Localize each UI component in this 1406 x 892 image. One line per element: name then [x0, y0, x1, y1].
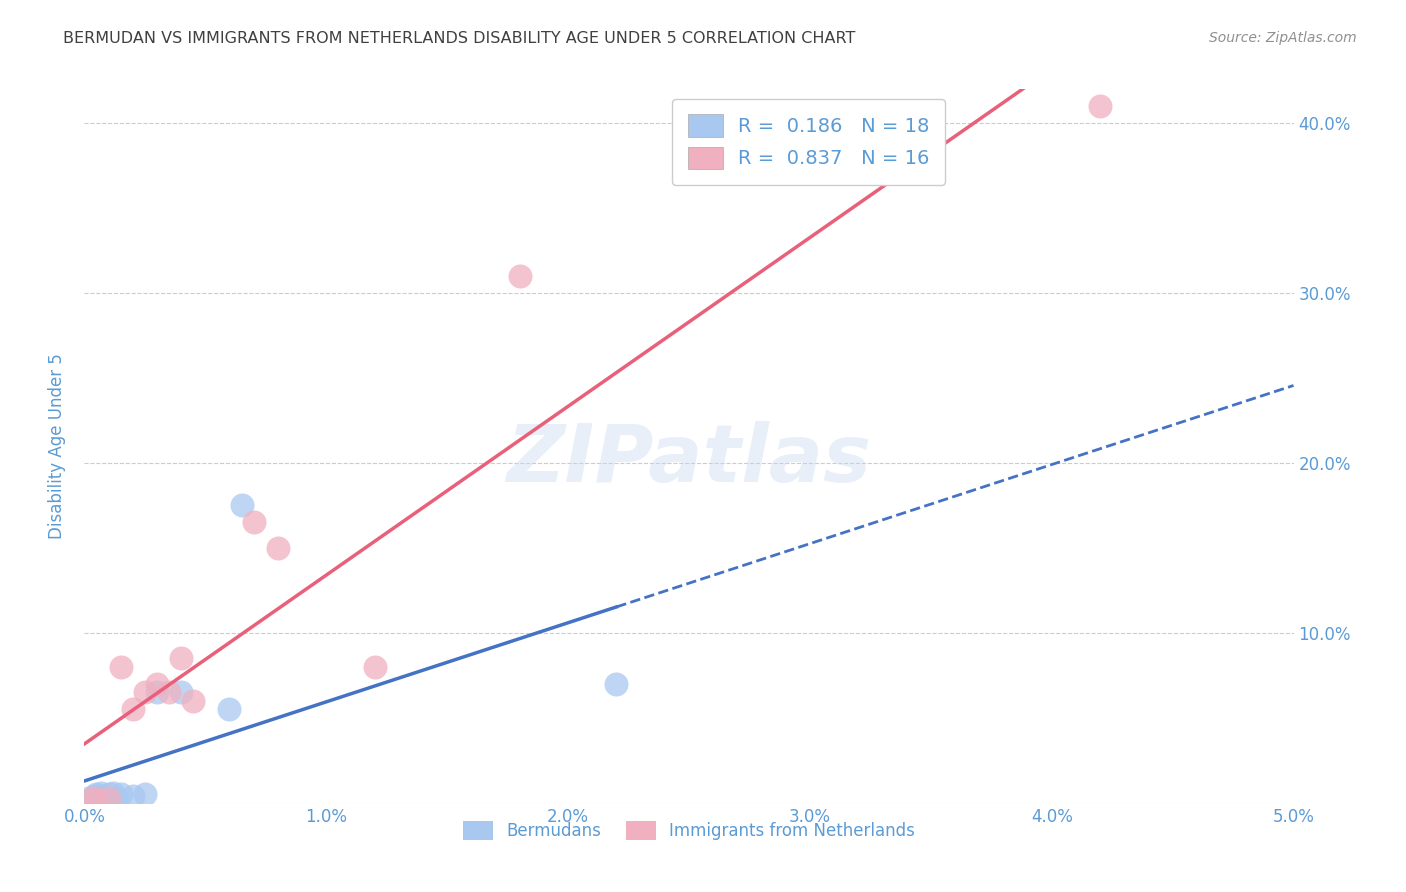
Text: ZIPatlas: ZIPatlas [506, 421, 872, 500]
Point [218, 702, 240, 716]
Point [103, 786, 125, 800]
Point [231, 499, 253, 513]
Point [363, 660, 385, 674]
Point [146, 677, 169, 691]
Point [134, 787, 156, 801]
Point [605, 677, 627, 691]
Point [267, 541, 290, 555]
Point [146, 685, 169, 699]
Point [97, 787, 120, 801]
Point [134, 685, 156, 699]
Point [86, 792, 108, 806]
Point [110, 787, 132, 801]
Point [80, 792, 103, 806]
Legend: Bermudans, Immigrants from Netherlands: Bermudans, Immigrants from Netherlands [451, 809, 927, 852]
Point [509, 269, 531, 284]
Point [110, 660, 132, 674]
Point [87, 790, 110, 805]
Point [121, 789, 143, 803]
Point [170, 685, 193, 699]
Point [157, 685, 180, 699]
Point [93, 789, 115, 803]
Point [97, 790, 120, 805]
Text: Source: ZipAtlas.com: Source: ZipAtlas.com [1209, 31, 1357, 45]
Point [242, 516, 264, 530]
Point [1088, 99, 1111, 113]
Y-axis label: Disability Age Under 5: Disability Age Under 5 [48, 353, 66, 539]
Point [104, 790, 127, 805]
Point [77, 790, 100, 805]
Point [90, 786, 112, 800]
Point [121, 702, 143, 716]
Point [872, 167, 894, 181]
Point [86, 787, 108, 801]
Point [80, 790, 103, 805]
Point [181, 694, 204, 708]
Text: BERMUDAN VS IMMIGRANTS FROM NETHERLANDS DISABILITY AGE UNDER 5 CORRELATION CHART: BERMUDAN VS IMMIGRANTS FROM NETHERLANDS … [63, 31, 856, 46]
Point [170, 651, 193, 665]
Point [83, 789, 105, 803]
